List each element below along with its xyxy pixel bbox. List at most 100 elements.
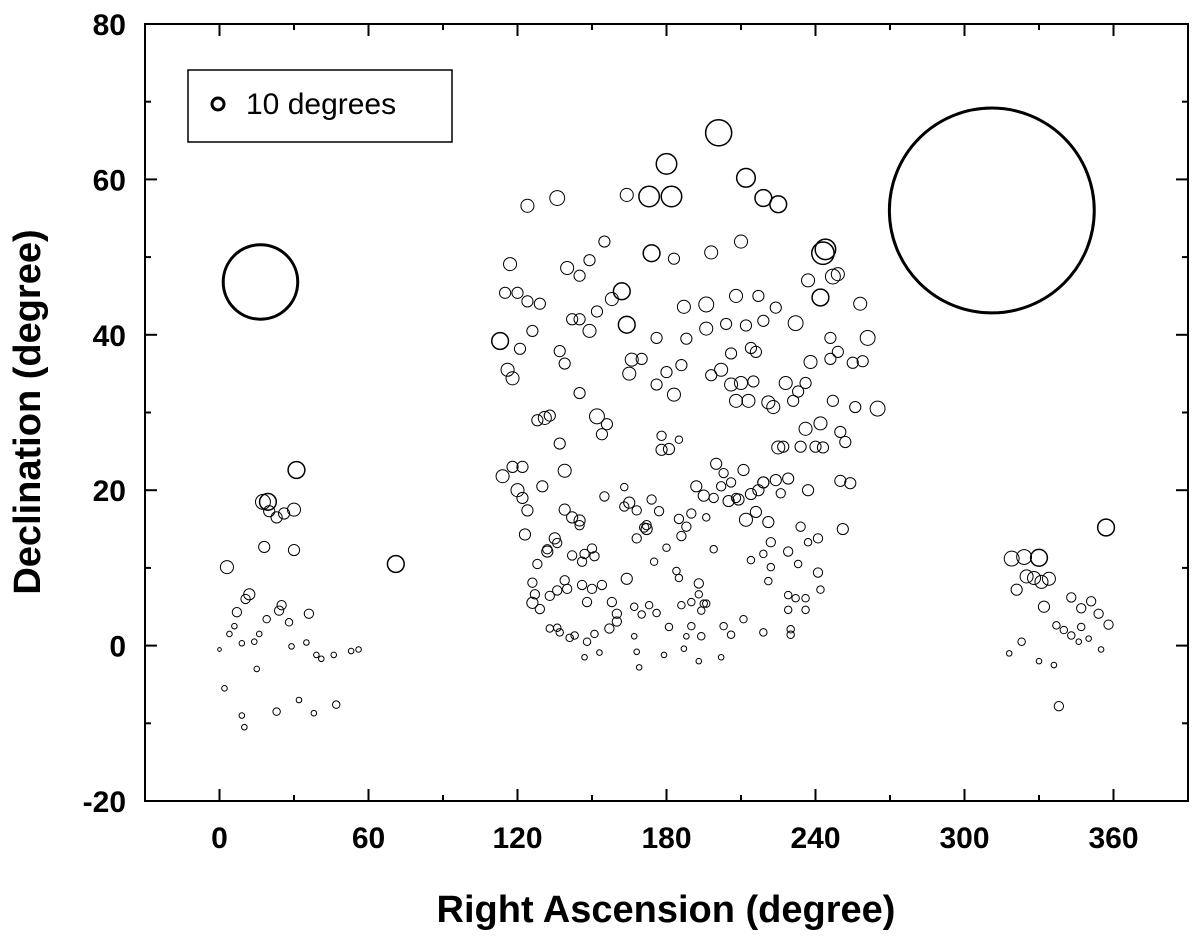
- data-point: [704, 118, 733, 147]
- x-tick-label: 360: [1088, 822, 1138, 855]
- data-point: [675, 359, 688, 372]
- data-point: [799, 376, 812, 390]
- data-point: [775, 488, 786, 499]
- data-point: [521, 504, 534, 517]
- data-point: [726, 630, 736, 639]
- data-point: [766, 562, 776, 572]
- data-point: [553, 345, 566, 358]
- legend-box: [187, 69, 453, 143]
- data-point: [1059, 625, 1069, 635]
- data-point: [680, 332, 693, 345]
- data-point: [542, 544, 553, 555]
- data-point: [565, 633, 574, 643]
- data-point: [500, 362, 515, 377]
- data-point: [704, 245, 719, 260]
- data-point: [674, 573, 684, 583]
- data-point: [560, 260, 575, 275]
- data-point: [733, 234, 749, 249]
- data-point: [642, 244, 661, 263]
- data-point: [686, 508, 697, 519]
- data-point: [791, 593, 800, 603]
- data-point: [576, 579, 588, 591]
- data-point: [386, 554, 405, 574]
- data-point: [537, 410, 552, 425]
- data-point: [586, 543, 598, 554]
- data-point: [534, 603, 546, 615]
- data-point: [1067, 631, 1076, 640]
- data-point: [715, 481, 727, 492]
- data-point: [231, 607, 243, 618]
- data-point: [1103, 619, 1114, 630]
- data-point: [664, 622, 674, 632]
- x-tick-label: 60: [352, 822, 385, 855]
- data-point: [834, 425, 847, 439]
- data-point: [787, 315, 804, 332]
- data-point: [1052, 621, 1061, 630]
- data-point: [660, 366, 673, 379]
- data-point: [1096, 518, 1116, 537]
- data-point: [1037, 600, 1051, 613]
- data-point: [693, 578, 704, 589]
- data-point: [1066, 592, 1077, 603]
- data-point: [722, 494, 735, 508]
- data-point: [801, 593, 810, 603]
- data-point: [816, 585, 825, 594]
- data-point: [623, 496, 636, 509]
- data-point: [859, 329, 876, 346]
- data-point: [238, 712, 246, 719]
- data-point: [505, 371, 520, 386]
- data-point: [518, 528, 532, 541]
- data-point: [694, 590, 704, 599]
- data-point: [596, 649, 603, 656]
- data-point: [702, 513, 711, 522]
- data-point: [589, 551, 600, 562]
- data-point: [255, 493, 271, 510]
- data-point: [794, 440, 807, 453]
- data-point: [824, 352, 837, 365]
- axis-ticks: [145, 23, 1188, 802]
- data-point: [1016, 549, 1033, 565]
- data-point: [599, 491, 610, 502]
- data-point: [741, 393, 756, 408]
- data-point: [536, 480, 549, 493]
- data-point: [765, 537, 776, 548]
- data-point: [801, 484, 815, 497]
- data-point: [801, 605, 810, 615]
- data-point: [582, 637, 592, 646]
- data-point: [761, 395, 776, 410]
- data-point: [276, 600, 287, 611]
- data-point: [589, 408, 605, 425]
- data-point: [258, 492, 278, 511]
- data-point: [637, 610, 646, 619]
- legend: 10 degrees: [187, 69, 453, 143]
- data-point: [826, 394, 839, 407]
- data-point: [720, 317, 733, 331]
- data-point: [1019, 569, 1034, 584]
- data-point: [250, 638, 258, 646]
- data-point: [809, 440, 822, 453]
- data-point: [1097, 646, 1105, 653]
- legend-label: 10 degrees: [246, 88, 396, 121]
- data-point: [792, 385, 805, 398]
- data-point: [737, 463, 750, 477]
- data-point: [543, 409, 556, 422]
- data-point: [702, 599, 711, 608]
- data-point: [653, 506, 665, 517]
- data-point: [511, 286, 524, 299]
- data-point: [241, 723, 248, 731]
- data-point: [813, 416, 828, 431]
- data-point: [566, 313, 579, 326]
- data-point: [676, 299, 691, 314]
- data-point: [681, 521, 692, 532]
- data-point: [1076, 603, 1087, 614]
- data-point: [219, 560, 234, 575]
- data-point: [495, 469, 510, 484]
- data-point: [604, 623, 615, 634]
- data-point: [705, 369, 718, 382]
- data-point: [778, 375, 793, 390]
- data-point: [231, 622, 238, 630]
- data-point: [830, 267, 845, 282]
- data-point: [573, 514, 586, 527]
- data-point: [272, 707, 281, 716]
- data-point: [330, 651, 338, 659]
